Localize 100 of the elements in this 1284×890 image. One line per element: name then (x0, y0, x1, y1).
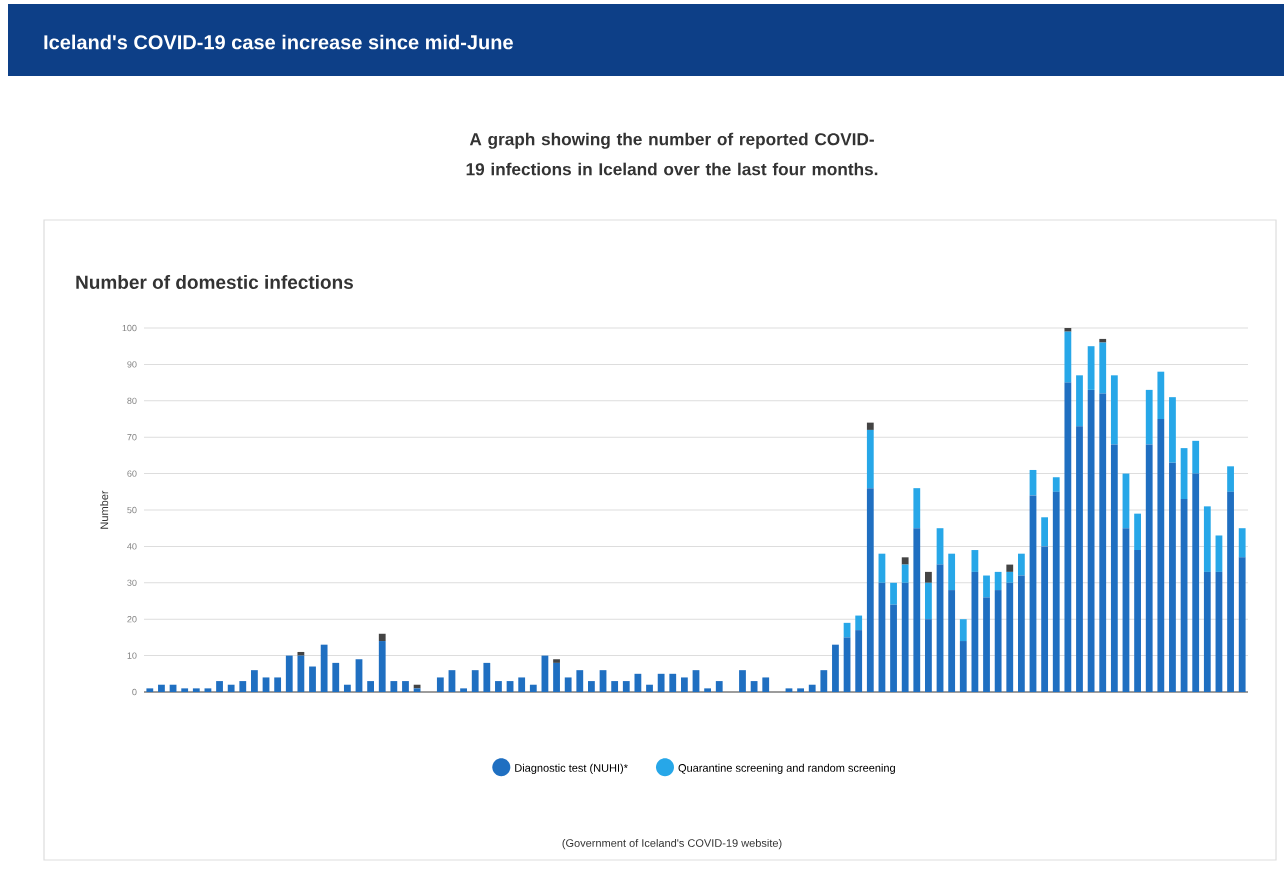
bar (1157, 371, 1165, 419)
bar (343, 684, 351, 692)
bar (262, 677, 270, 692)
bar (971, 571, 979, 692)
bar (471, 670, 479, 692)
bar (680, 677, 688, 692)
bar (657, 673, 665, 692)
bar (890, 582, 897, 605)
bar (936, 528, 944, 565)
bar (925, 582, 932, 620)
bar (274, 677, 282, 692)
bar (495, 681, 502, 692)
bar (1134, 513, 1141, 551)
bar (1145, 444, 1153, 692)
bar (808, 684, 816, 692)
bar (378, 641, 386, 692)
bar (634, 673, 642, 692)
bar (309, 666, 316, 692)
bar (925, 571, 932, 583)
bar (1134, 550, 1141, 692)
bar (1192, 440, 1200, 474)
bar (925, 619, 932, 692)
bar (611, 681, 619, 692)
bar (913, 528, 921, 692)
bar (890, 604, 897, 692)
bar (1052, 477, 1060, 492)
bar (436, 677, 444, 692)
bar (285, 655, 293, 692)
bar (367, 681, 375, 692)
bar (576, 670, 584, 692)
bar (971, 550, 979, 572)
bar (1064, 382, 1072, 692)
bar (855, 615, 863, 631)
bar (1017, 553, 1025, 576)
bar (1087, 346, 1095, 390)
bar (227, 684, 235, 692)
bar (1203, 571, 1211, 692)
bar (994, 590, 1002, 692)
bar (1227, 491, 1234, 692)
bar (948, 590, 956, 692)
bar (913, 488, 921, 529)
bar (866, 429, 874, 489)
bar (669, 673, 677, 692)
bar (715, 681, 723, 692)
bar (1238, 557, 1246, 692)
bar (1064, 331, 1072, 383)
bar (1099, 393, 1107, 692)
bar (518, 677, 526, 692)
bar (622, 681, 630, 692)
bar (866, 488, 874, 692)
bar (1203, 506, 1211, 572)
bar (959, 641, 967, 692)
bar (1110, 444, 1118, 692)
bar (553, 662, 560, 692)
bar (1076, 375, 1083, 427)
bar (1076, 426, 1083, 692)
bar (901, 557, 909, 565)
bar (529, 684, 537, 692)
bar (1006, 564, 1014, 572)
bar (1006, 582, 1014, 692)
bar (901, 582, 909, 692)
bar (158, 684, 165, 692)
bar (983, 575, 990, 598)
bar (750, 681, 758, 692)
bar (1215, 535, 1223, 572)
bar (1041, 546, 1049, 692)
bar (390, 681, 398, 692)
bar (948, 553, 956, 591)
bar (762, 677, 770, 692)
bar (1110, 375, 1118, 445)
bar (739, 670, 746, 692)
bar (855, 630, 863, 692)
bar (1052, 491, 1060, 692)
text: Number of domestic infections (76, 275, 353, 289)
bar (216, 681, 223, 692)
bar (1099, 342, 1107, 394)
bar (251, 670, 258, 692)
bar (402, 681, 409, 692)
bar (320, 644, 328, 692)
bar (832, 644, 839, 692)
bar (1192, 473, 1200, 692)
bar (866, 422, 874, 430)
bar (1227, 466, 1234, 492)
bar (483, 662, 491, 692)
chart-title: Iceland's COVID-19 case increase since mid-June (44, 34, 513, 50)
bar (332, 662, 340, 692)
bar (959, 619, 967, 642)
bar (820, 670, 828, 692)
bar (1087, 389, 1095, 692)
bar (297, 655, 305, 692)
bar (1006, 571, 1014, 583)
bar (378, 633, 386, 642)
bar (588, 681, 595, 692)
bar (646, 684, 653, 692)
bar (1169, 397, 1176, 463)
bar (564, 677, 572, 692)
bar (1157, 419, 1165, 692)
chart-subtitle: A graph showing the number of reported COVID-19 infections in Iceland over the last four months. (466, 132, 878, 176)
bar (1041, 517, 1049, 547)
bar (901, 564, 909, 583)
